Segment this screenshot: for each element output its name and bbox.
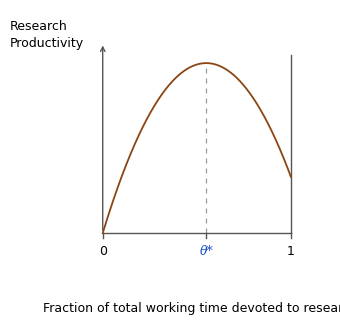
Text: 1: 1 — [287, 245, 295, 258]
Text: Research
Productivity: Research Productivity — [10, 20, 84, 49]
Text: Fraction of total working time devoted to research: Fraction of total working time devoted t… — [43, 302, 340, 315]
Text: θ*: θ* — [199, 245, 213, 258]
Text: 0: 0 — [99, 245, 107, 258]
